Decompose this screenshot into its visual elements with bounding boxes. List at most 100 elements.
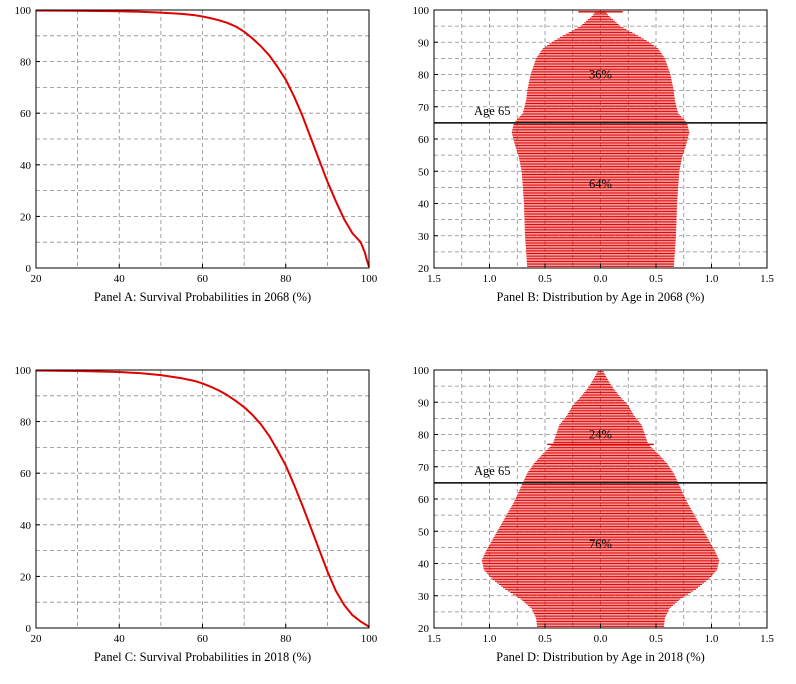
age-bar: [559, 36, 642, 38]
age-bar: [526, 98, 675, 100]
age-bar: [527, 90, 674, 92]
age-bar: [553, 440, 648, 442]
age-bar: [522, 177, 679, 179]
age-bar: [523, 196, 678, 198]
age-bar: [593, 14, 608, 16]
age-bar: [526, 254, 675, 256]
age-bar: [524, 215, 677, 217]
age-bar: [511, 506, 690, 508]
y-tick-label: 0: [26, 623, 32, 635]
age-bar: [489, 575, 712, 577]
age-bar: [482, 561, 719, 563]
age-bar: [534, 62, 667, 64]
age-bar: [516, 149, 685, 151]
age-bar: [522, 483, 679, 485]
y-tick-label: 30: [418, 231, 430, 243]
age-bar: [562, 35, 639, 37]
age-bar: [512, 135, 689, 137]
age-bar: [512, 136, 689, 138]
age-bar: [516, 495, 685, 497]
y-tick-label: 60: [418, 134, 430, 146]
age-bar: [519, 488, 682, 490]
age-bar: [586, 388, 615, 390]
x-tick-label: 1.5: [760, 633, 774, 645]
age-bar: [514, 500, 687, 502]
age-bar: [526, 96, 675, 98]
age-bar: [524, 211, 677, 213]
age-bar: [514, 141, 687, 143]
age-bar: [524, 206, 677, 208]
age-bar: [486, 572, 715, 574]
age-bar: [523, 201, 678, 203]
age-bar: [569, 411, 632, 413]
age-bar: [524, 232, 677, 234]
age-bar: [525, 475, 676, 477]
age-bar: [541, 454, 660, 456]
age-bar: [526, 256, 675, 258]
age-bar: [562, 421, 639, 423]
age-bar: [517, 151, 684, 153]
x-tick-label: 1.0: [705, 273, 719, 285]
age-bar: [581, 395, 620, 397]
age-bar: [483, 566, 718, 568]
age-bar: [485, 571, 716, 573]
age-bar: [522, 178, 679, 180]
age-bar: [513, 138, 688, 140]
age-bar: [533, 612, 668, 614]
age-bar: [523, 204, 678, 206]
age-bar: [483, 567, 718, 569]
age-bar: [521, 114, 680, 116]
y-tick-label: 100: [15, 365, 32, 377]
age-bar: [525, 243, 676, 245]
age-bar: [577, 27, 624, 29]
age-bar: [528, 85, 673, 87]
age-bar: [525, 235, 676, 237]
age-bar: [522, 182, 679, 184]
age-bar: [557, 38, 644, 40]
x-tick-label: 0.5: [538, 633, 552, 645]
age-bar: [527, 604, 674, 606]
age-bar: [517, 596, 684, 598]
age-bar: [483, 554, 718, 556]
grid: [36, 370, 369, 628]
age-65-label: Age 65: [474, 104, 510, 118]
age-bar: [524, 222, 677, 224]
age-bar: [517, 493, 684, 495]
age-bar: [521, 170, 680, 172]
age-bar: [541, 49, 660, 51]
age-bar: [597, 371, 604, 373]
age-bar: [488, 546, 713, 548]
age-bar: [535, 461, 666, 463]
x-tick-label: 1.5: [760, 273, 774, 285]
age-bar: [549, 446, 652, 448]
x-tick-label: 0.0: [594, 273, 608, 285]
y-tick-label: 80: [20, 417, 32, 429]
age-bar: [518, 154, 683, 156]
age-bar: [526, 94, 675, 96]
age-bar: [570, 408, 631, 410]
x-tick-label: 1.0: [705, 633, 719, 645]
age-bar: [505, 516, 696, 518]
age-bar: [572, 404, 629, 406]
age-bar: [516, 496, 685, 498]
age-bar: [532, 69, 669, 71]
age-bar: [556, 434, 645, 435]
age-bar: [558, 427, 643, 429]
age-bar: [515, 120, 686, 122]
x-tick-label: 0.5: [538, 273, 552, 285]
age-bar: [524, 217, 677, 219]
age-bar: [594, 375, 607, 377]
age-bar: [510, 592, 691, 594]
y-tick-label: 60: [418, 494, 430, 506]
age-bar: [524, 104, 677, 106]
age-bar: [533, 65, 668, 67]
age-bar: [488, 574, 713, 576]
panel-d: Age 65 24% 76% 1.5 1.0 0.5 0.0 0.5 1.0 1.5 20 30 40 5…: [398, 360, 796, 684]
x-tick-label: 0.5: [649, 633, 663, 645]
y-tick-label: 40: [20, 520, 32, 532]
age-bar: [523, 193, 678, 195]
y-tick-label: 90: [418, 397, 430, 409]
y-tick-label: 20: [20, 571, 32, 583]
age-bar: [568, 413, 633, 415]
